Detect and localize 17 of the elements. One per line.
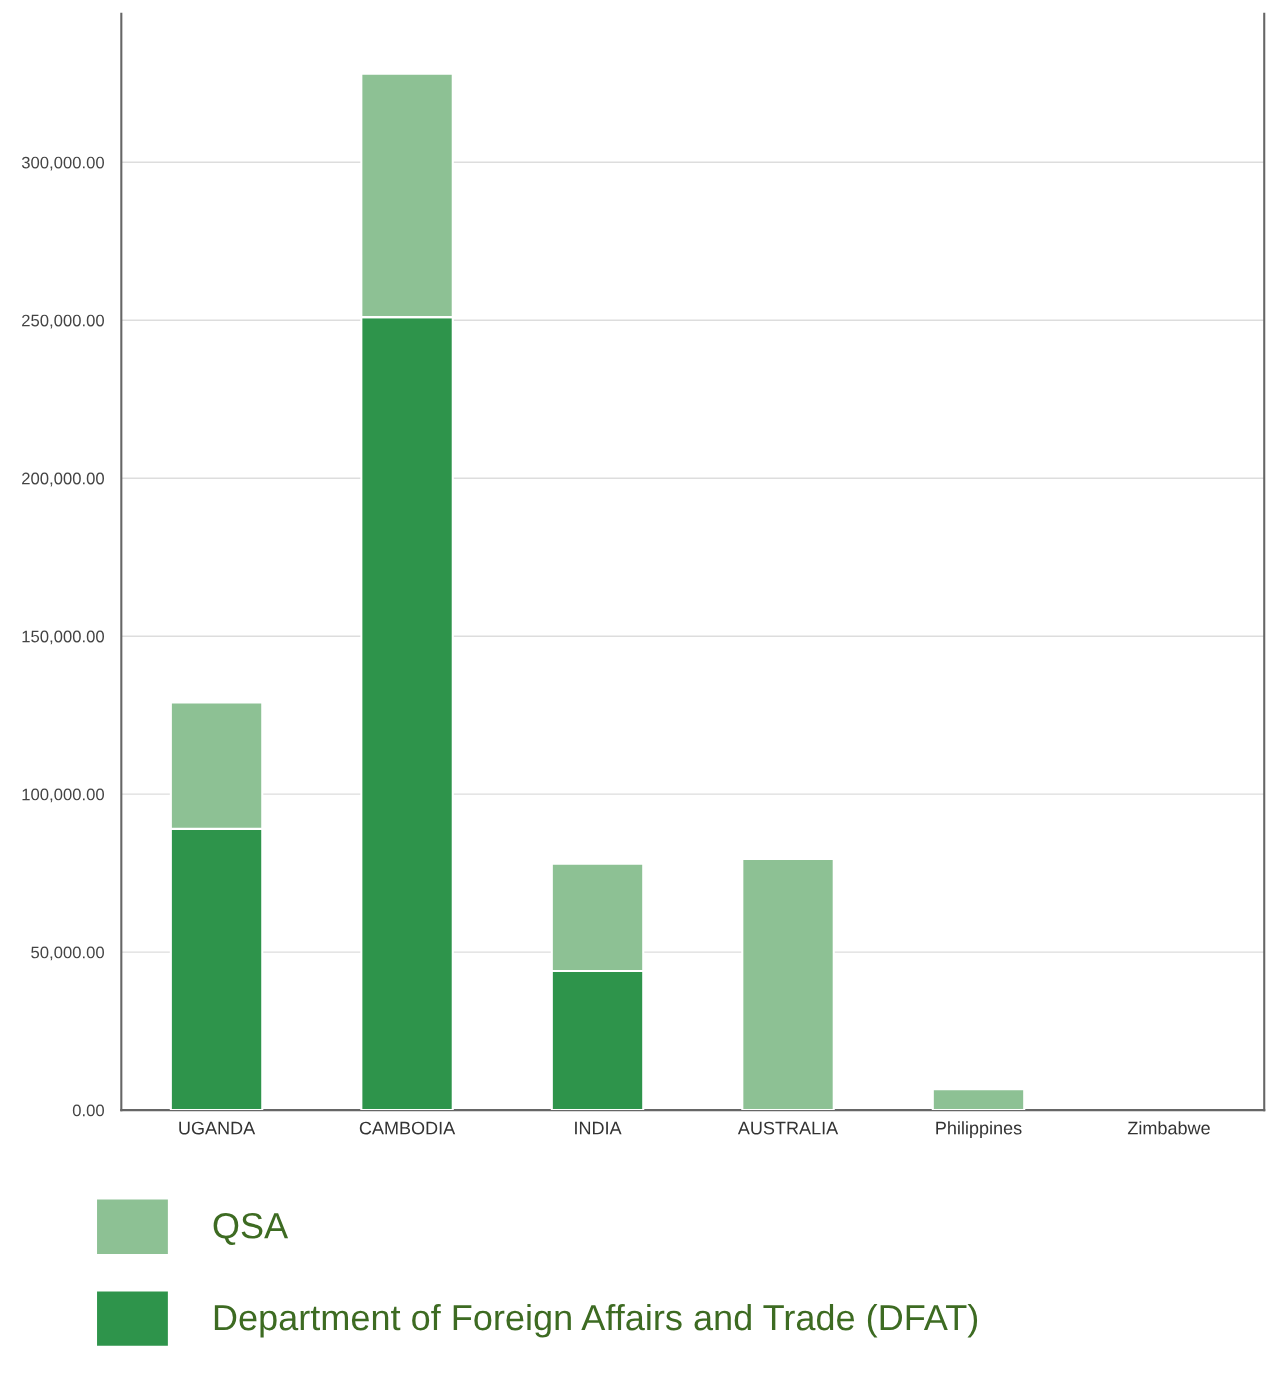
y-tick-label: 300,000.00 — [21, 156, 104, 171]
y-tick-label: 200,000.00 — [22, 472, 104, 487]
y-tick-label: 0.00 — [72, 1104, 104, 1117]
legend-label: Department of Foreign Affairs and Trade (DFAT) — [214, 1303, 978, 1338]
x-tick-label: UGANDA — [179, 1121, 256, 1135]
x-tick-label: Philippines — [936, 1121, 1022, 1139]
y-tick-label: 50,000.00 — [31, 946, 104, 961]
y-tick-label: 150,000.00 — [22, 630, 104, 645]
bar — [931, 1088, 1026, 1111]
x-tick-label: CAMBODIA — [359, 1121, 456, 1135]
x-tick-label: AUSTRALIA — [737, 1121, 839, 1135]
x-tick-label: Zimbabwe — [1127, 1121, 1210, 1135]
y-tick-label: 100,000.00 — [22, 788, 104, 803]
x-tick-label: INDIA — [575, 1121, 622, 1135]
bar — [741, 857, 835, 1111]
y-tick-label: 250,000.00 — [22, 314, 104, 329]
legend-label: QSA — [213, 1212, 289, 1245]
